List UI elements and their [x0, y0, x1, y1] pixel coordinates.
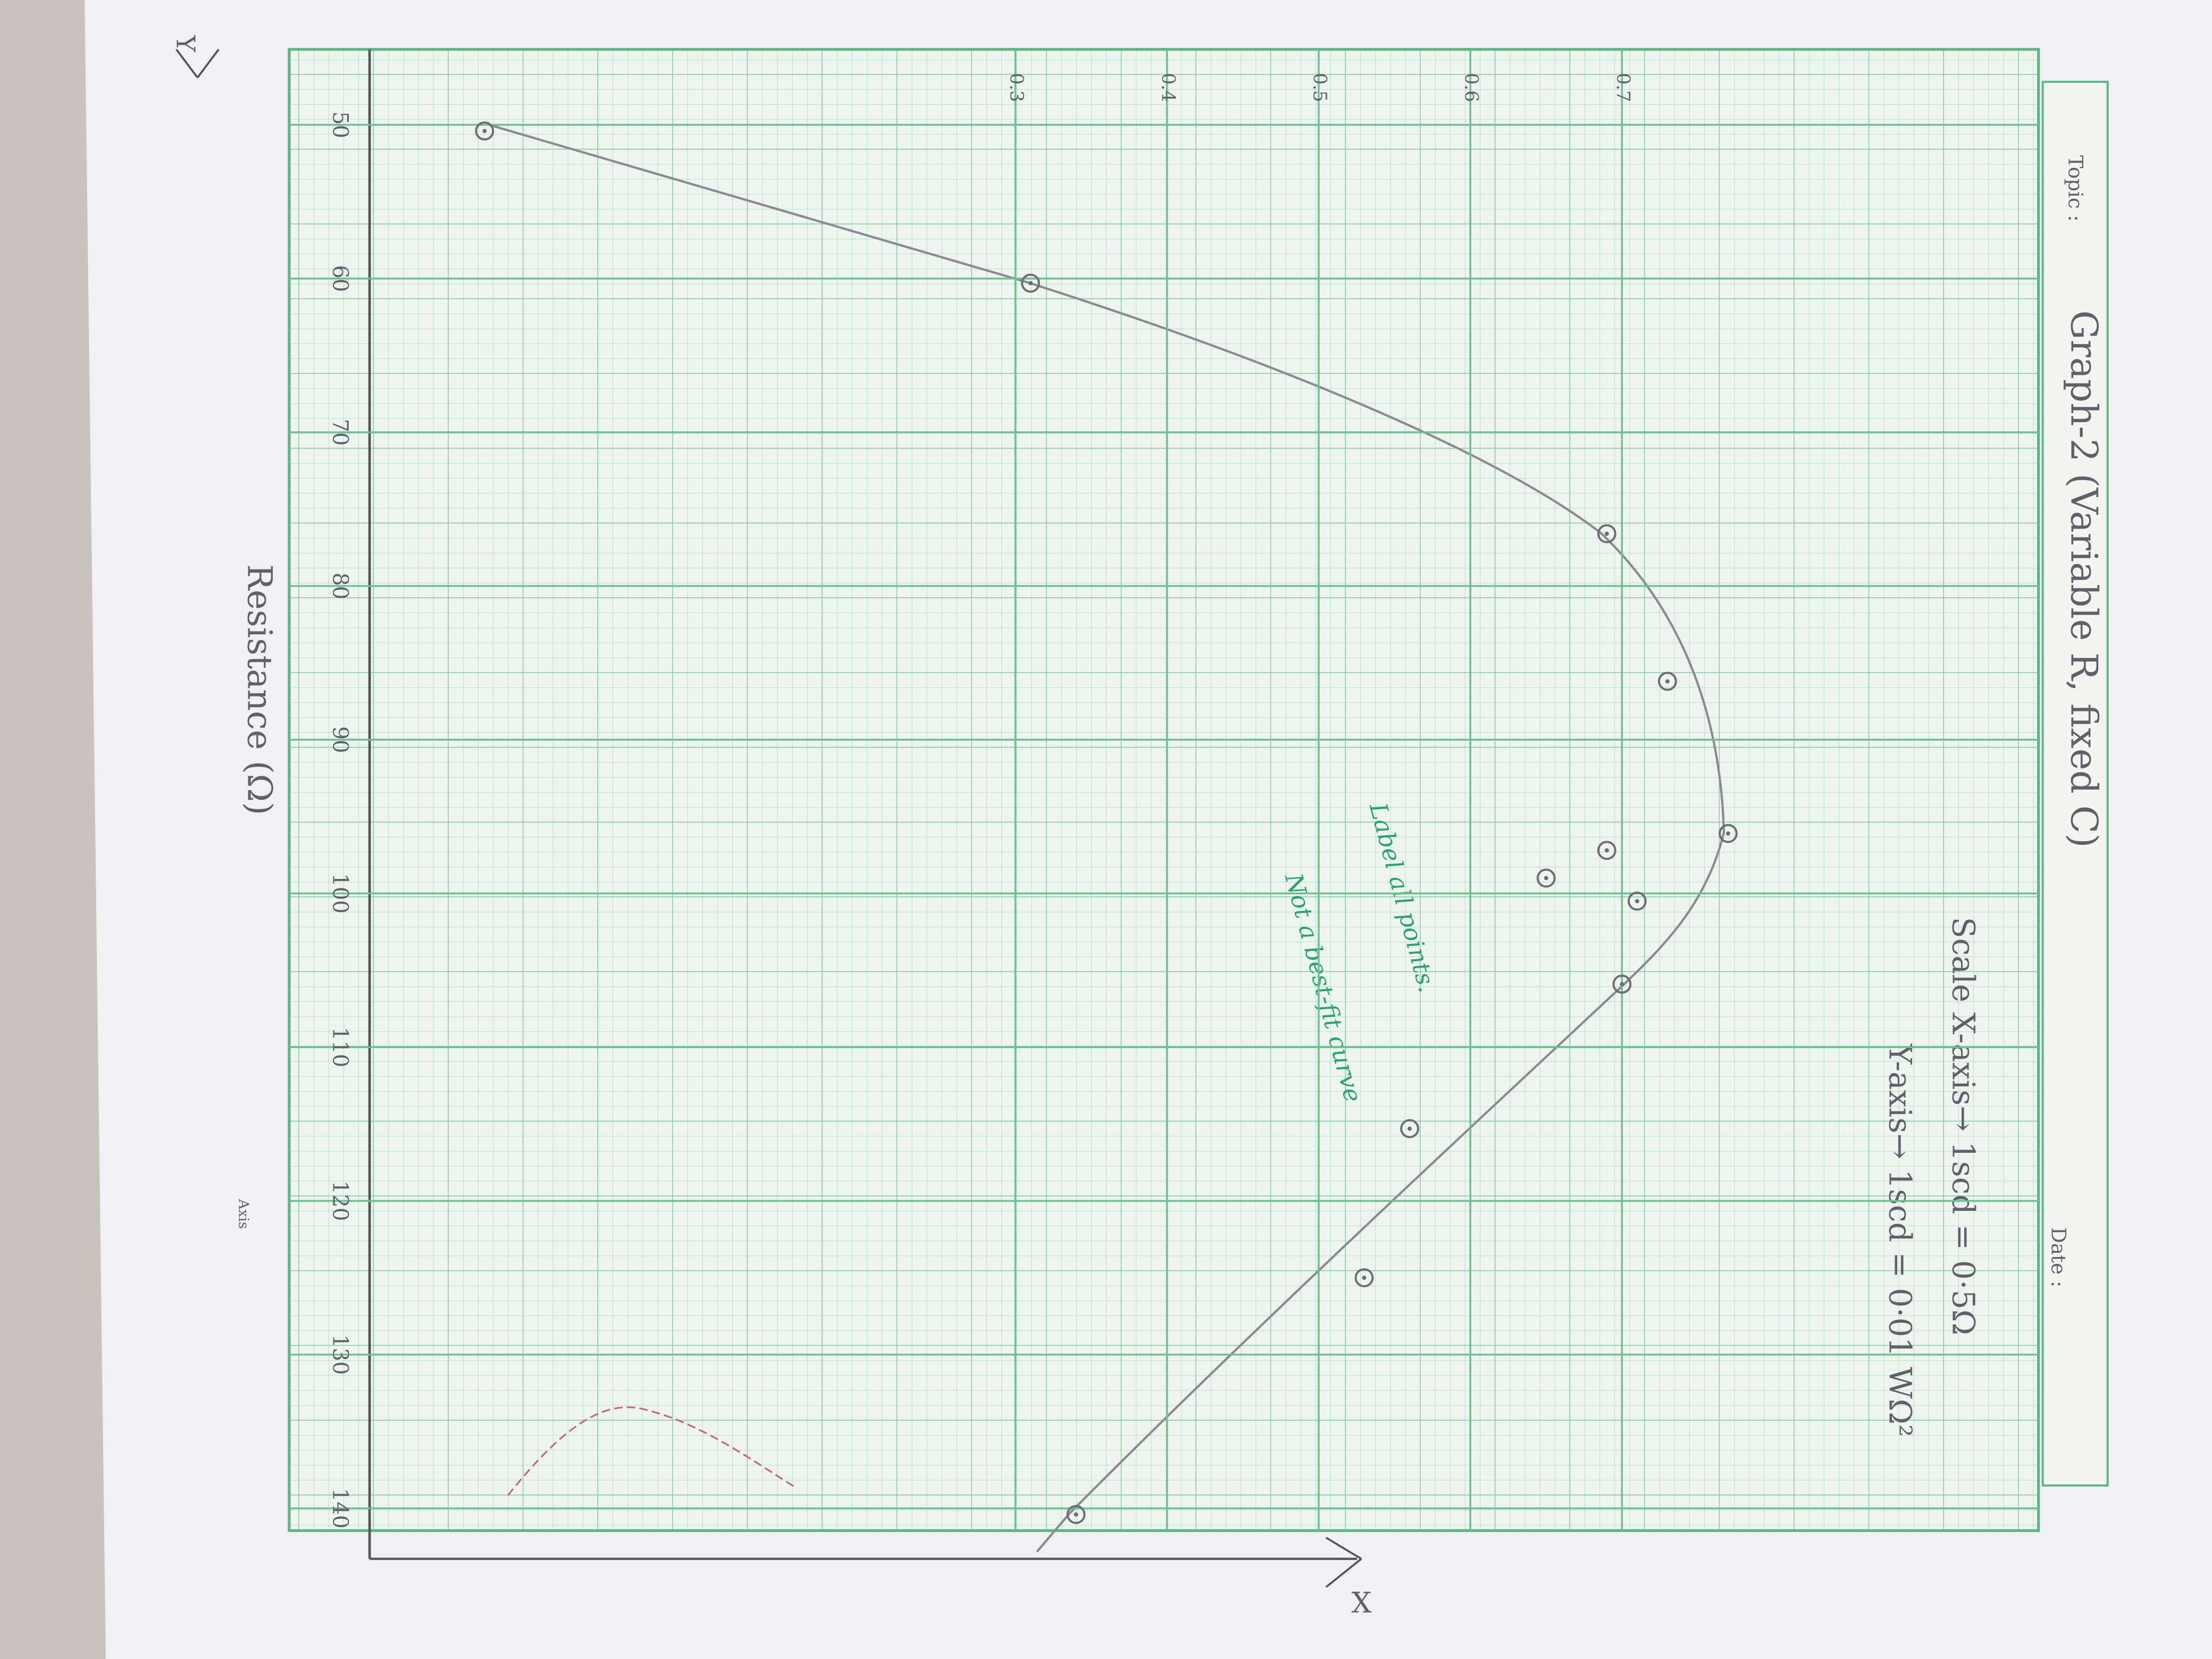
stray-mark: [507, 1406, 798, 1496]
graph-border: [288, 48, 2040, 1532]
data-point-dot: [1635, 899, 1639, 903]
x-tick-label: 100: [328, 873, 353, 914]
chart-title: Graph-2 (Variable R, fixed C): [2062, 311, 2105, 848]
y-tick-label: 0.5: [1309, 73, 1330, 102]
data-point-dot: [1604, 531, 1609, 536]
x-tick-label: 130: [328, 1335, 353, 1375]
x-tick-label: 90: [328, 726, 353, 753]
x-axis-letter: X: [1352, 1587, 1372, 1620]
x-tick-label: 60: [328, 265, 353, 292]
data-point: [475, 121, 495, 141]
hand-drawn-curve: [486, 123, 1725, 1553]
axis-note: Axis: [235, 1199, 252, 1229]
data-point-dot: [1407, 1126, 1412, 1131]
data-point-dot: [1665, 679, 1670, 684]
data-point-dot: [1544, 876, 1548, 881]
y-tick-label: 0.3: [1006, 73, 1027, 102]
scale-x: Scale X-axis→ 1scd = 0·5Ω: [1946, 917, 1982, 1335]
major-grid: [289, 49, 2039, 1531]
x-tick-label: 80: [328, 573, 353, 600]
data-point: [1536, 868, 1556, 888]
data-point: [1719, 824, 1738, 843]
axis-arrows: [175, 48, 1362, 1588]
data-point: [1597, 524, 1616, 543]
data-point-dot: [1604, 848, 1609, 853]
y-tick-label: 0.7: [1612, 73, 1633, 102]
data-point-dot: [1074, 1512, 1078, 1517]
x-tick-label: 120: [328, 1180, 353, 1221]
data-point-dot: [1620, 982, 1624, 986]
data-point-dot: [1028, 281, 1033, 286]
y-axis-letter: Y: [170, 35, 199, 52]
data-point: [1354, 1268, 1374, 1287]
x-tick-label: 140: [328, 1488, 353, 1529]
data-point: [1400, 1119, 1419, 1138]
y-tick-label: 0.6: [1461, 73, 1482, 102]
data-point-dot: [1362, 1276, 1367, 1280]
data-point: [1066, 1505, 1086, 1524]
data-point-dot: [1726, 831, 1730, 836]
data-point: [1597, 841, 1616, 860]
x-tick-label: 50: [328, 111, 353, 138]
data-point: [1612, 974, 1632, 994]
data-point-dot: [482, 129, 487, 133]
x-tick-label: 110: [328, 1027, 353, 1067]
x-tick-label: 70: [328, 419, 353, 446]
scale-y: Y-axis→ 1scd = 0·01 WΩ²: [1882, 1043, 1918, 1437]
topic-label: Topic :: [2064, 155, 2087, 222]
date-label: Date :: [2047, 1227, 2070, 1287]
header-box: [2041, 80, 2109, 1487]
x-axis-title: Resistance (Ω): [239, 564, 279, 815]
y-tick-label: 0.4: [1157, 73, 1178, 102]
data-point: [1627, 891, 1647, 911]
data-point: [1021, 273, 1040, 293]
data-point: [1658, 672, 1677, 691]
